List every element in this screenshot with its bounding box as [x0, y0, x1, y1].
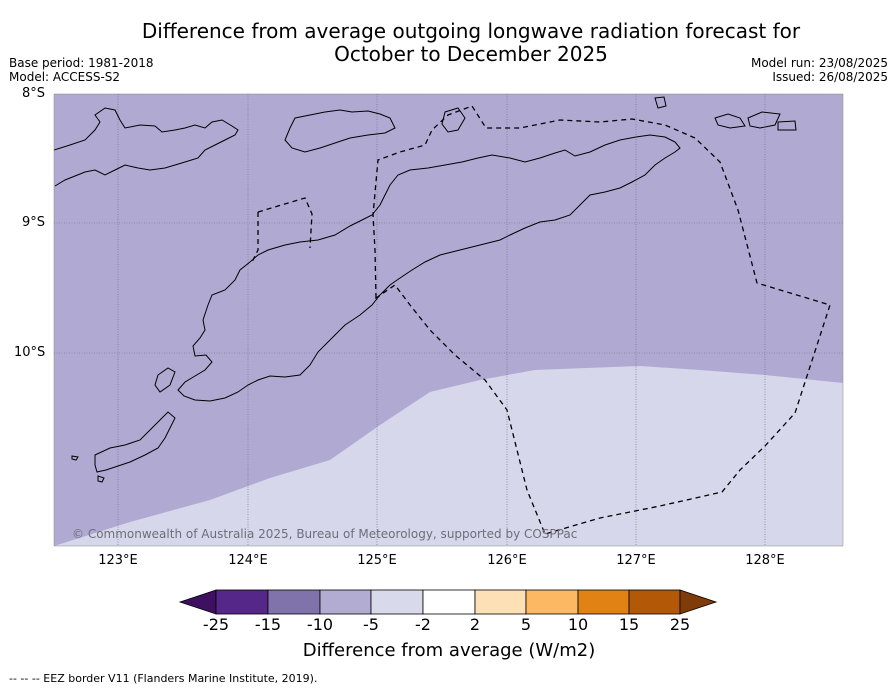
eez-borders	[251, 105, 831, 535]
atauro-island-coastline	[441, 107, 466, 133]
meta-right: Model run: 23/08/2025 Issued: 26/08/2025	[751, 56, 888, 84]
lon-label-128e: 128°E	[745, 553, 785, 568]
map-area	[54, 94, 843, 546]
wetar-island-coastline	[284, 109, 396, 153]
colorbar-segment-9	[628, 589, 681, 615]
colorbar-tick: 25	[669, 615, 691, 634]
copyright-credit: © Commonwealth of Australia 2025, Bureau…	[72, 527, 578, 541]
base-period: Base period: 1981-2018	[9, 56, 154, 70]
colorbar-tick: -15	[254, 615, 282, 634]
model-run: Model run: 23/08/2025	[750, 56, 888, 70]
title-line-1: Difference from average outgoing longwav…	[141, 19, 801, 43]
meta-left: Base period: 1981-2018 Model: ACCESS-S2	[9, 56, 154, 84]
eez-footnote: -- -- -- EEZ border V11 (Flanders Marine…	[9, 672, 318, 685]
lon-label-127e: 127°E	[616, 553, 656, 568]
colorbar-segment-2	[267, 589, 321, 615]
map-title: Difference from average outgoing longwav…	[100, 20, 842, 66]
colorbar	[178, 589, 718, 615]
colorbar-arrow-high	[679, 589, 718, 615]
colorbar-tick: -5	[363, 615, 379, 634]
colorbar-label: Difference from average (W/m2)	[302, 640, 596, 661]
colorbar-tick: 2	[469, 615, 481, 634]
band-minus5-minus2	[54, 366, 843, 546]
title-line-2: October to December 2025	[334, 42, 608, 66]
lon-label-125e: 125°E	[357, 553, 397, 568]
issued-date: Issued: 26/08/2025	[772, 70, 888, 84]
rote-island-coastline	[94, 411, 176, 473]
colorbar-segment-3	[319, 589, 372, 615]
colorbar-segment-6	[474, 589, 527, 615]
colorbar-arrow-low	[178, 589, 217, 615]
lat-label-10s: 10°S	[14, 345, 46, 360]
lat-label-9s: 9°S	[22, 215, 46, 230]
colorbar-tick: -25	[202, 615, 230, 634]
lon-label-126e: 126°E	[487, 553, 527, 568]
map-frame	[53, 93, 844, 547]
timor-coastline	[177, 134, 681, 402]
lat-label-8s: 8°S	[22, 86, 46, 101]
colorbar-segment-4	[370, 589, 424, 615]
colorbar-segment-1	[215, 589, 269, 615]
model-name: Model: ACCESS-S2	[9, 70, 121, 84]
colorbar-segment-8	[577, 589, 630, 615]
eez-timor-leste-west	[251, 197, 313, 263]
colorbar-segment-7	[525, 589, 579, 615]
colorbar-segment-5	[422, 589, 476, 615]
colorbar-tick: -2	[415, 615, 431, 634]
eez-timor-leste-east	[372, 105, 831, 535]
colorbar-tick: -10	[306, 615, 334, 634]
semau-island-coastline	[154, 367, 176, 393]
coastlines	[54, 96, 797, 483]
lon-label-123e: 123°E	[98, 553, 138, 568]
colorbar-tick: 15	[618, 615, 640, 634]
alor-islands-coastline	[54, 107, 239, 187]
colorbar-tick: 5	[520, 615, 532, 634]
kisar-island-coastline	[654, 96, 667, 109]
leti-islands-coastline	[714, 111, 797, 131]
ndao-island-coastline	[71, 455, 105, 483]
colorbar-tick: 10	[567, 615, 589, 634]
lon-label-124e: 124°E	[228, 553, 268, 568]
